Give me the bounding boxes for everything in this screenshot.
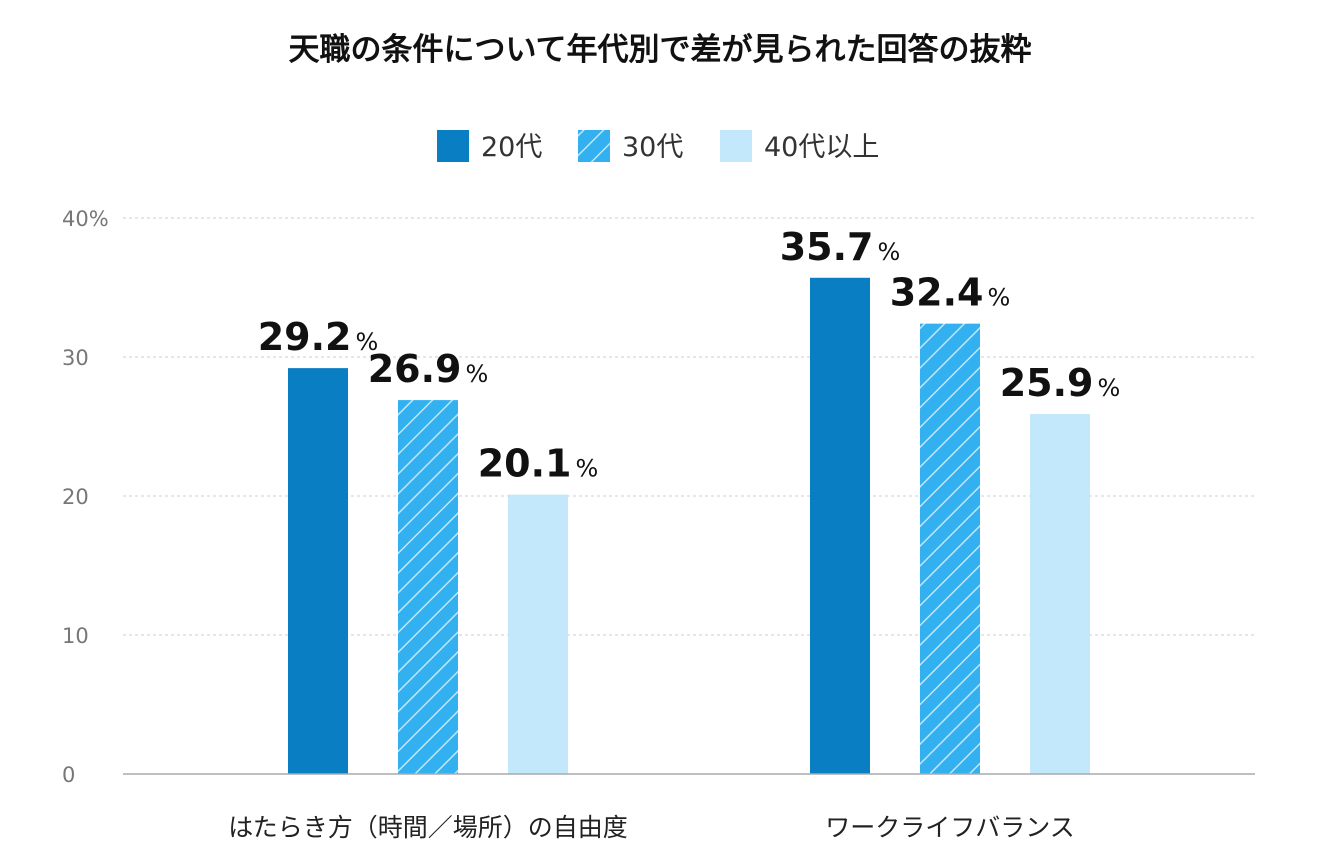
bar-40s-plus bbox=[1030, 413, 1090, 774]
legend-label-30s: 30代 bbox=[622, 132, 683, 163]
data-label-30s: 32.4% bbox=[890, 271, 1011, 315]
y-axis: 0 10 20 30 40% bbox=[62, 207, 109, 787]
data-label-20s: 29.2% bbox=[258, 315, 379, 359]
bar-40s-plus bbox=[508, 494, 568, 774]
chart-title: 天職の条件について年代別で差が見られた回答の抜粋 bbox=[288, 32, 1031, 68]
legend-swatch-20s bbox=[437, 130, 469, 162]
y-tick-label: 10 bbox=[62, 624, 89, 648]
bar-30s bbox=[920, 323, 980, 774]
category-label: はたらき方（時間／場所）の自由度 bbox=[228, 813, 628, 842]
y-tick-label: 0 bbox=[62, 763, 75, 787]
bar-20s bbox=[288, 368, 348, 774]
y-tick-label: 40% bbox=[62, 207, 109, 231]
data-label-20s: 35.7% bbox=[780, 225, 901, 269]
bar-30s bbox=[398, 400, 458, 774]
data-label-30s: 26.9% bbox=[368, 347, 489, 391]
legend: 20代 30代 40代以上 bbox=[437, 130, 879, 163]
legend-label-20s: 20代 bbox=[481, 132, 542, 163]
x-axis: はたらき方（時間／場所）の自由度 ワークライフバランス bbox=[123, 773, 1255, 842]
category-label: ワークライフバランス bbox=[825, 813, 1075, 842]
y-tick-label: 20 bbox=[62, 485, 89, 509]
data-label-40s-plus: 20.1% bbox=[478, 442, 599, 486]
value-labels: 29.2 %26.9 % 20.1 % 35.7 %32.4 % 25.9% bbox=[258, 225, 1121, 486]
bar-20s bbox=[810, 277, 870, 774]
y-tick-label: 30 bbox=[62, 346, 89, 370]
bars bbox=[288, 277, 1090, 774]
data-label-40s-plus: 25.9% bbox=[1000, 361, 1121, 405]
legend-swatch-40s-plus bbox=[720, 130, 752, 162]
legend-label-40s-plus: 40代以上 bbox=[764, 132, 879, 163]
legend-swatch-30s bbox=[578, 130, 610, 162]
